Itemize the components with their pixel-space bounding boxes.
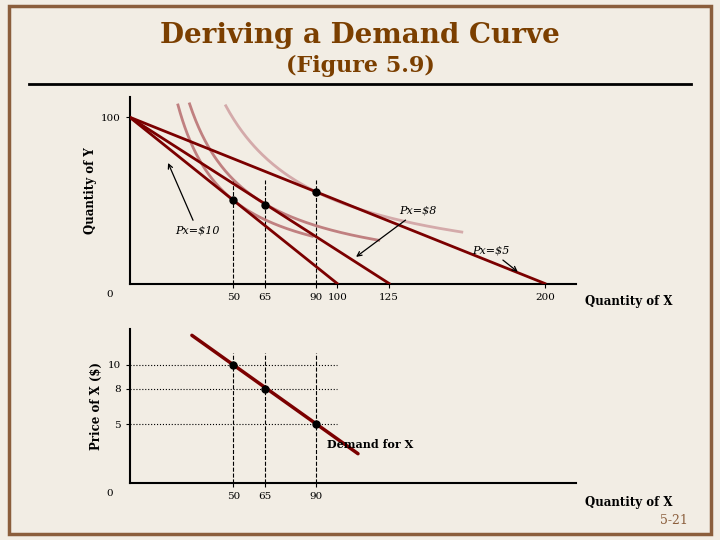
Text: (Figure 5.9): (Figure 5.9) [286, 55, 434, 77]
Text: Px=$10: Px=$10 [168, 164, 220, 235]
Text: Px=$5: Px=$5 [472, 246, 517, 271]
Text: Demand for X: Demand for X [327, 439, 413, 450]
Y-axis label: Price of X ($): Price of X ($) [90, 362, 103, 450]
Text: 0: 0 [107, 489, 113, 498]
Text: Quantity of X: Quantity of X [585, 496, 672, 509]
Text: 0: 0 [107, 290, 113, 299]
Y-axis label: Quantity of Y: Quantity of Y [84, 147, 96, 234]
Text: 5-21: 5-21 [660, 514, 688, 526]
Text: Deriving a Demand Curve: Deriving a Demand Curve [160, 22, 560, 49]
Text: Px=$8: Px=$8 [357, 206, 437, 256]
Text: Quantity of X: Quantity of X [585, 295, 672, 308]
